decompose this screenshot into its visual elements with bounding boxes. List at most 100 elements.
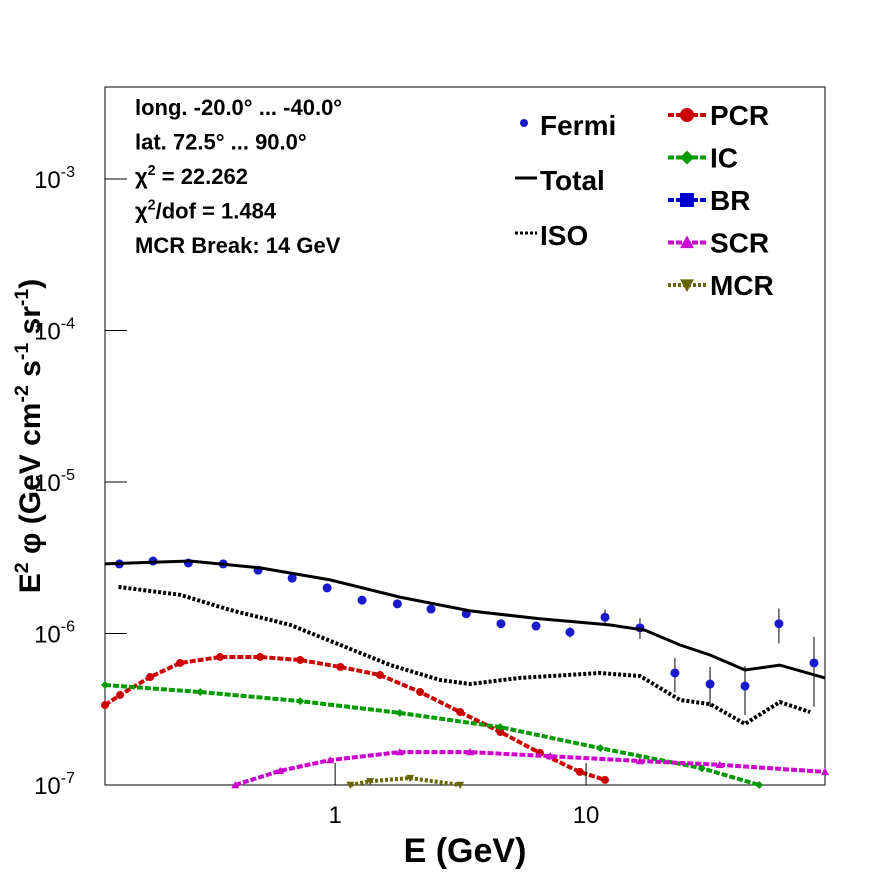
marker: [705, 679, 715, 689]
legend-entry: PCR: [668, 100, 769, 131]
series-line: [350, 776, 461, 787]
marker: [546, 752, 555, 760]
marker: [670, 668, 680, 678]
y-tick-label: 10-4: [34, 316, 75, 346]
marker: [346, 781, 355, 789]
tick-exponent: -7: [61, 770, 75, 787]
series-line: [103, 655, 606, 782]
marker: [326, 756, 335, 764]
tick-exponent: -3: [61, 164, 75, 181]
legend-entry: Fermi: [520, 110, 616, 141]
marker: [296, 655, 305, 664]
tick-base: 10: [34, 470, 61, 497]
tick-exponent: -5: [61, 467, 75, 484]
legend-entry: IC: [668, 143, 738, 174]
marker: [520, 119, 528, 127]
marker: [575, 767, 584, 776]
y-tick-label: 10-3: [34, 164, 75, 194]
plot-area: [101, 556, 829, 789]
x-tick-label: 1: [328, 802, 341, 829]
legend-label: SCR: [710, 228, 769, 259]
y-tick-label: 10-7: [34, 770, 75, 800]
marker: [416, 688, 425, 697]
marker: [101, 701, 109, 710]
text-part: χ: [135, 199, 148, 224]
marker: [680, 193, 694, 207]
tick-base: 10: [34, 773, 61, 800]
superscript: 2: [11, 562, 33, 573]
marker: [715, 760, 724, 768]
legend-entry: ISO: [515, 220, 588, 251]
marker: [740, 681, 750, 691]
marker: [336, 663, 345, 672]
superscript: -2: [11, 385, 33, 402]
marker: [680, 108, 694, 122]
y-tick-label: 10-5: [34, 467, 75, 497]
marker: [496, 619, 506, 629]
marker: [601, 775, 610, 784]
legend-label: Total: [540, 165, 605, 196]
marker: [456, 781, 465, 789]
legend-label: ISO: [540, 220, 588, 251]
marker: [366, 777, 375, 786]
text-part: long. -20.0° ... -40.0°: [135, 95, 342, 120]
marker: [809, 658, 819, 668]
marker: [456, 708, 465, 717]
tick-exponent: -4: [61, 316, 75, 333]
legend-label: IC: [710, 143, 738, 174]
marker: [357, 595, 367, 605]
text-part: = 22.262: [156, 164, 248, 189]
legend-label: Fermi: [540, 110, 616, 141]
marker: [531, 621, 541, 631]
marker: [406, 774, 415, 783]
text-part: s: [14, 360, 47, 385]
marker: [296, 697, 305, 706]
marker: [774, 619, 784, 629]
marker: [322, 583, 332, 593]
annotation: χ2/dof = 1.484: [135, 198, 277, 224]
marker: [821, 767, 829, 776]
marker: [596, 744, 605, 753]
series-line: [234, 750, 826, 787]
series-line: [118, 584, 811, 727]
text-part: ): [14, 279, 47, 289]
marker: [395, 748, 404, 756]
marker: [395, 708, 404, 717]
tick-exponent: -6: [61, 619, 75, 636]
superscript: 2: [148, 198, 156, 214]
marker: [426, 604, 436, 614]
marker: [376, 671, 385, 680]
text-part: χ: [135, 164, 148, 189]
marker: [755, 781, 764, 789]
annotation: MCR Break: 14 GeV: [135, 233, 341, 258]
marker: [697, 764, 706, 773]
marker: [680, 279, 694, 292]
text-part: sr: [14, 306, 47, 343]
plot-frame: [104, 86, 826, 786]
annotation: long. -20.0° ... -40.0°: [135, 95, 342, 120]
marker: [635, 757, 644, 765]
tick-base: 10: [34, 622, 61, 649]
marker: [466, 748, 475, 756]
legend-entry: MCR: [668, 270, 774, 301]
legend-label: BR: [710, 185, 750, 216]
marker: [392, 599, 402, 609]
marker: [496, 723, 505, 732]
legend-entry: Total: [515, 165, 605, 196]
marker: [116, 690, 125, 699]
marker: [196, 688, 205, 697]
marker: [216, 652, 225, 661]
y-axis-title: E2 φ (GeV cm-2 s-1 sr-1): [11, 279, 47, 593]
annotation: χ2 = 22.262: [135, 163, 248, 189]
marker: [600, 612, 610, 622]
marker: [496, 727, 505, 736]
superscript: 2: [148, 163, 156, 179]
marker: [256, 652, 265, 661]
series-line: [104, 559, 826, 680]
marker: [680, 150, 694, 165]
text-part: φ (GeV cm: [14, 403, 47, 563]
marker: [231, 781, 240, 789]
marker: [101, 681, 109, 690]
text-part: E: [14, 573, 47, 593]
